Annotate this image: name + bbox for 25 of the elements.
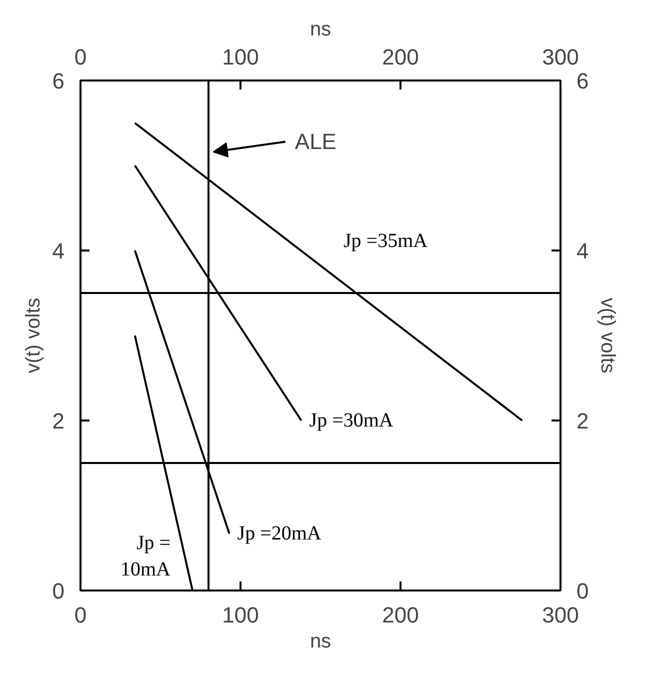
x-tick-label: 100 [222, 44, 259, 70]
x2-tick-label: 200 [382, 602, 419, 628]
y2-tick-label: 4 [576, 238, 589, 264]
y2-tick-label: 6 [576, 68, 589, 94]
series-label: Jp = 10mA [120, 532, 172, 580]
y-tick-label: 0 [52, 578, 65, 604]
y-axis-title: v(t) volts [22, 298, 44, 374]
y2-axis-title: v(t) volts [596, 298, 619, 374]
y-tick-label: 2 [52, 408, 65, 434]
series-label: Jp =35mA [344, 230, 428, 252]
series-label: Jp =30mA [309, 410, 394, 432]
x2-tick-label: 0 [74, 602, 87, 628]
y2-tick-label: 0 [576, 578, 589, 604]
x-tick-label: 300 [542, 44, 579, 70]
x2-tick-label: 100 [222, 602, 259, 628]
x-axis-title: ns [310, 630, 332, 652]
series-label: Jp =20mA [237, 522, 322, 545]
ref-line-label: ALE [294, 129, 336, 154]
y2-tick-label: 2 [576, 408, 589, 434]
y-tick-label: 4 [52, 238, 65, 264]
x2-tick-label: 300 [542, 602, 579, 628]
x-tick-label: 200 [382, 44, 419, 70]
x-tick-label: 0 [74, 44, 87, 70]
x2-axis-title: ns [310, 18, 332, 40]
y-tick-label: 6 [52, 68, 65, 94]
